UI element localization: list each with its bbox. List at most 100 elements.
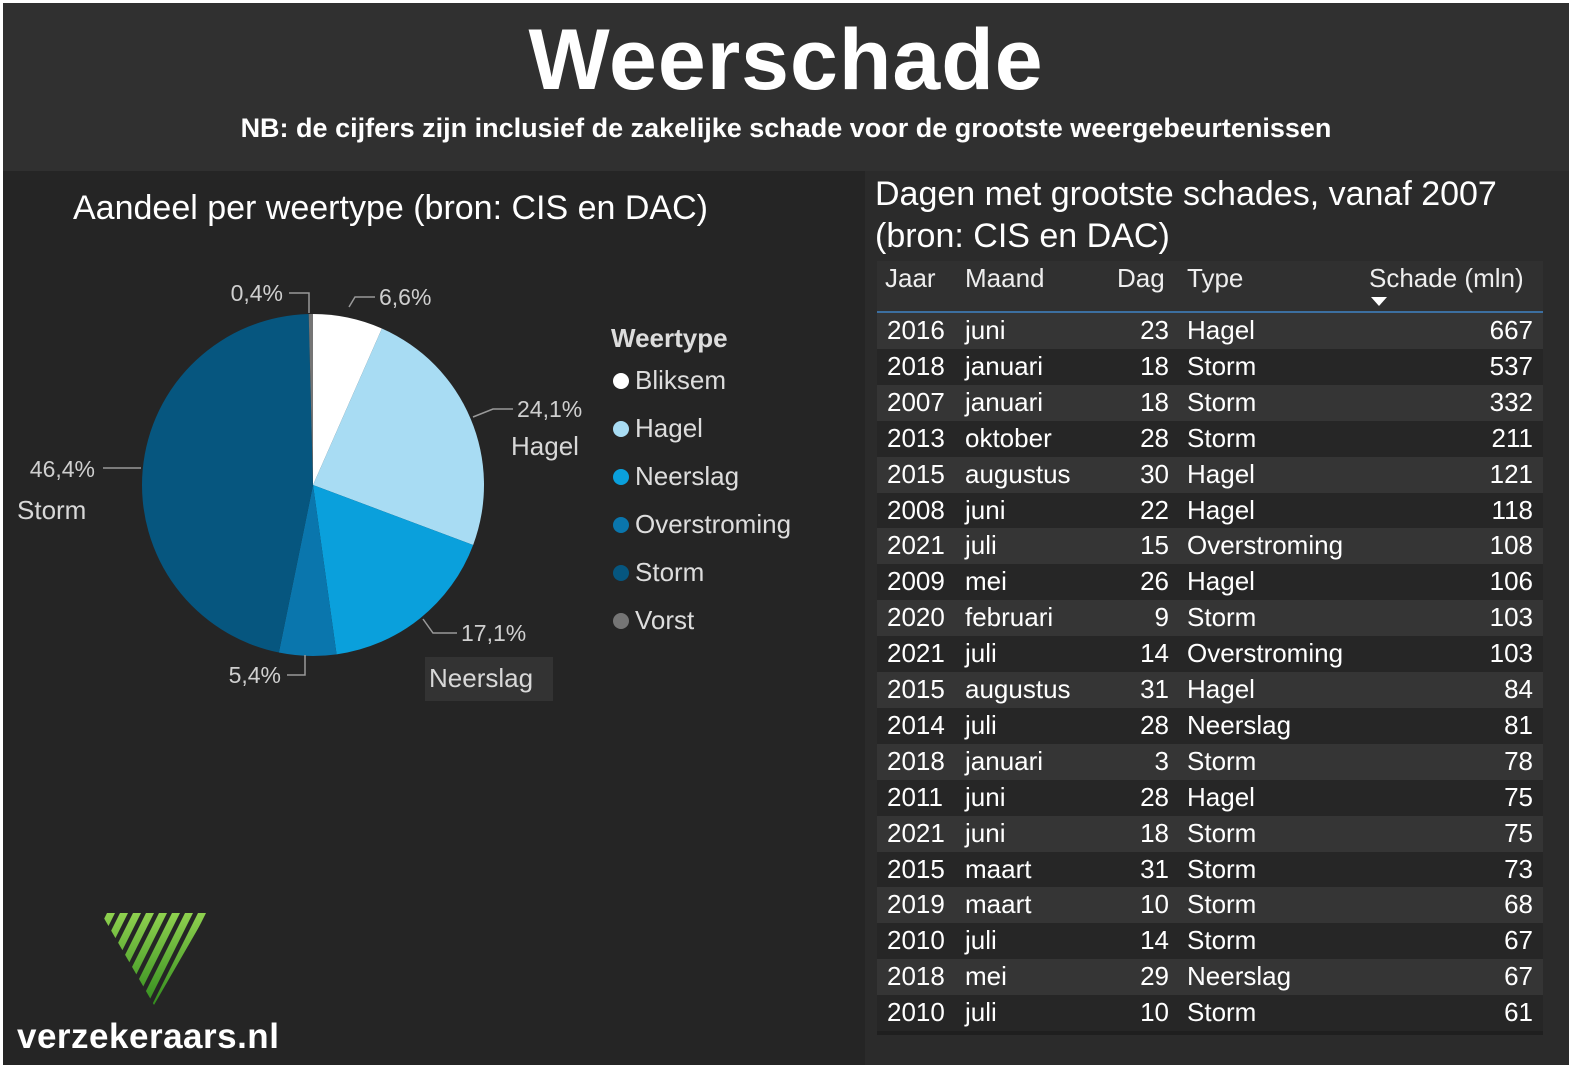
pie-leader-line-overstroming [287,655,306,676]
cell-type: Storm [1187,602,1257,633]
cell-dag: 9 [1154,602,1169,633]
table-row[interactable]: 2014 juli 28 Neerslag 81 [877,707,1543,744]
pie-slice-bliksem[interactable] [313,314,382,485]
cell-schade: 121 [1489,458,1533,489]
table-row[interactable]: 2018 januari 3 Storm 78 [877,743,1543,780]
table-row[interactable]: 2021 juni 18 Storm 75 [877,815,1543,852]
legend-label: Hagel [635,413,703,443]
cell-type: Storm [1187,997,1257,1028]
cell-maand: augustus [965,458,1071,489]
table-row[interactable]: 2018 mei 29 Neerslag 67 [877,959,1543,996]
cell-maand: juni [965,781,1006,812]
table-row[interactable]: 2010 juli 14 Storm 67 [877,923,1543,960]
cell-dag: 10 [1140,889,1169,920]
pie-leader-line-hagel [472,408,513,418]
column-header-type[interactable]: Type [1187,263,1244,293]
column-header-schade[interactable]: Schade (mln) [1369,263,1524,293]
cell-schade: 106 [1489,566,1533,597]
pie-leader-line-vorst [289,292,310,313]
pie-slice-storm[interactable] [142,314,313,653]
column-header-dag[interactable]: Dag [1117,263,1165,293]
table-row[interactable]: 2021 juli 15 Overstroming 108 [877,528,1543,565]
table-row[interactable]: 2021 juli 14 Overstroming 103 [877,636,1543,673]
cell-jaar: 2015 [887,458,945,489]
table-row[interactable]: 2020 februari 9 Storm 103 [877,600,1543,637]
cell-maand: augustus [965,674,1071,704]
pie-chart-title: Aandeel per weertype (bron: CIS en DAC) [73,189,708,227]
legend-dot-icon [613,372,629,389]
table-row[interactable]: 2011 juni 28 Hagel 75 [877,779,1543,816]
cell-type: Storm [1187,422,1257,453]
cell-maand: juli [965,925,997,956]
cell-maand: juni [965,817,1006,848]
cell-dag: 28 [1140,422,1169,453]
cell-maand: januari [965,350,1044,381]
column-header-maand[interactable]: Maand [965,263,1045,293]
pie-percent-label-vorst: 0,4% [231,280,283,306]
pie-slice-neerslag[interactable] [313,485,474,655]
legend-item-overstroming[interactable]: Overstroming [613,509,791,540]
cell-dag: 23 [1140,315,1169,345]
cell-type: Hagel [1187,458,1255,489]
cell-type: Storm [1187,889,1257,920]
cell-jaar: 2013 [887,422,945,453]
cell-maand: mei [965,566,1007,597]
legend-item-storm[interactable]: Storm [613,557,704,588]
cell-schade: 332 [1489,386,1533,417]
legend-label: Overstroming [635,509,792,539]
cell-schade: 73 [1504,853,1533,884]
legend-item-hagel[interactable]: Hagel [613,413,703,444]
cell-schade: 67 [1504,925,1533,956]
pie-name-label-bg [425,657,553,701]
cell-maand: juni [965,494,1006,525]
table-row[interactable]: 2019 maart 10 Storm 68 [877,887,1543,924]
pie-leader-line-bliksem [348,296,375,308]
sort-descending-icon[interactable] [1371,297,1387,306]
table-row[interactable]: 2008 juni 22 Hagel 118 [877,492,1543,529]
cell-jaar: 2018 [887,745,945,776]
cell-maand: oktober [965,422,1052,453]
cell-maand: juli [965,638,997,669]
table-row[interactable]: 2013 oktober 28 Storm 211 [877,420,1543,457]
table-row[interactable]: 2015 augustus 30 Hagel 121 [877,456,1543,493]
legend-title: Weertype [611,323,728,353]
cell-dag: 10 [1140,997,1169,1028]
cell-jaar: 2010 [887,997,945,1028]
cell-jaar: 2015 [887,674,945,704]
legend-item-neerslag[interactable]: Neerslag [613,461,739,492]
cell-jaar: 2021 [887,817,945,848]
damage-table: Jaar Maand Dag Type Schade (mln) 2016 jun… [877,261,1543,1035]
table-row[interactable]: 2016 juni 23 Hagel 667 [877,313,1543,349]
table-row[interactable]: 2018 januari 18 Storm 537 [877,348,1543,385]
legend-item-bliksem[interactable]: Bliksem [613,365,726,396]
cell-maand: juni [965,315,1006,345]
pie-slice-vorst[interactable] [308,314,313,485]
cell-schade: 211 [1491,422,1533,453]
legend-dot-icon [613,420,629,437]
cell-jaar: 2008 [887,494,945,525]
table-row[interactable]: 2007 januari 18 Storm 332 [877,384,1543,421]
table-row[interactable]: 2009 mei 26 Hagel 106 [877,564,1543,601]
cell-type: Storm [1187,386,1257,417]
table-row[interactable]: 2015 augustus 31 Hagel 84 [877,672,1543,708]
pie-name-label-neerslag: Neerslag [429,663,533,693]
cell-type: Overstroming [1187,638,1344,669]
table-row[interactable]: 2010 juli 10 Storm 61 [877,995,1543,1032]
cell-schade: 108 [1489,530,1533,561]
logo-text: verzekeraars.nl [17,1017,280,1056]
cell-jaar: 2009 [887,566,945,597]
legend-item-vorst[interactable]: Vorst [613,605,694,636]
table-row[interactable]: 2015 maart 31 Storm 73 [877,851,1543,888]
pie-slice-overstroming[interactable] [278,485,337,656]
cell-type: Hagel [1187,674,1255,704]
cell-type: Hagel [1187,566,1255,597]
pie-slice-hagel[interactable] [313,328,484,545]
column-header-jaar[interactable]: Jaar [885,263,936,293]
pie-percent-label-hagel: 24,1% [517,396,582,422]
cell-schade: 75 [1504,781,1533,812]
cell-jaar: 2015 [887,853,945,884]
cell-schade: 103 [1489,602,1533,633]
table-header: Jaar Maand Dag Type Schade (mln) [877,261,1543,313]
cell-dag: 29 [1140,961,1169,992]
cell-dag: 3 [1154,745,1169,776]
